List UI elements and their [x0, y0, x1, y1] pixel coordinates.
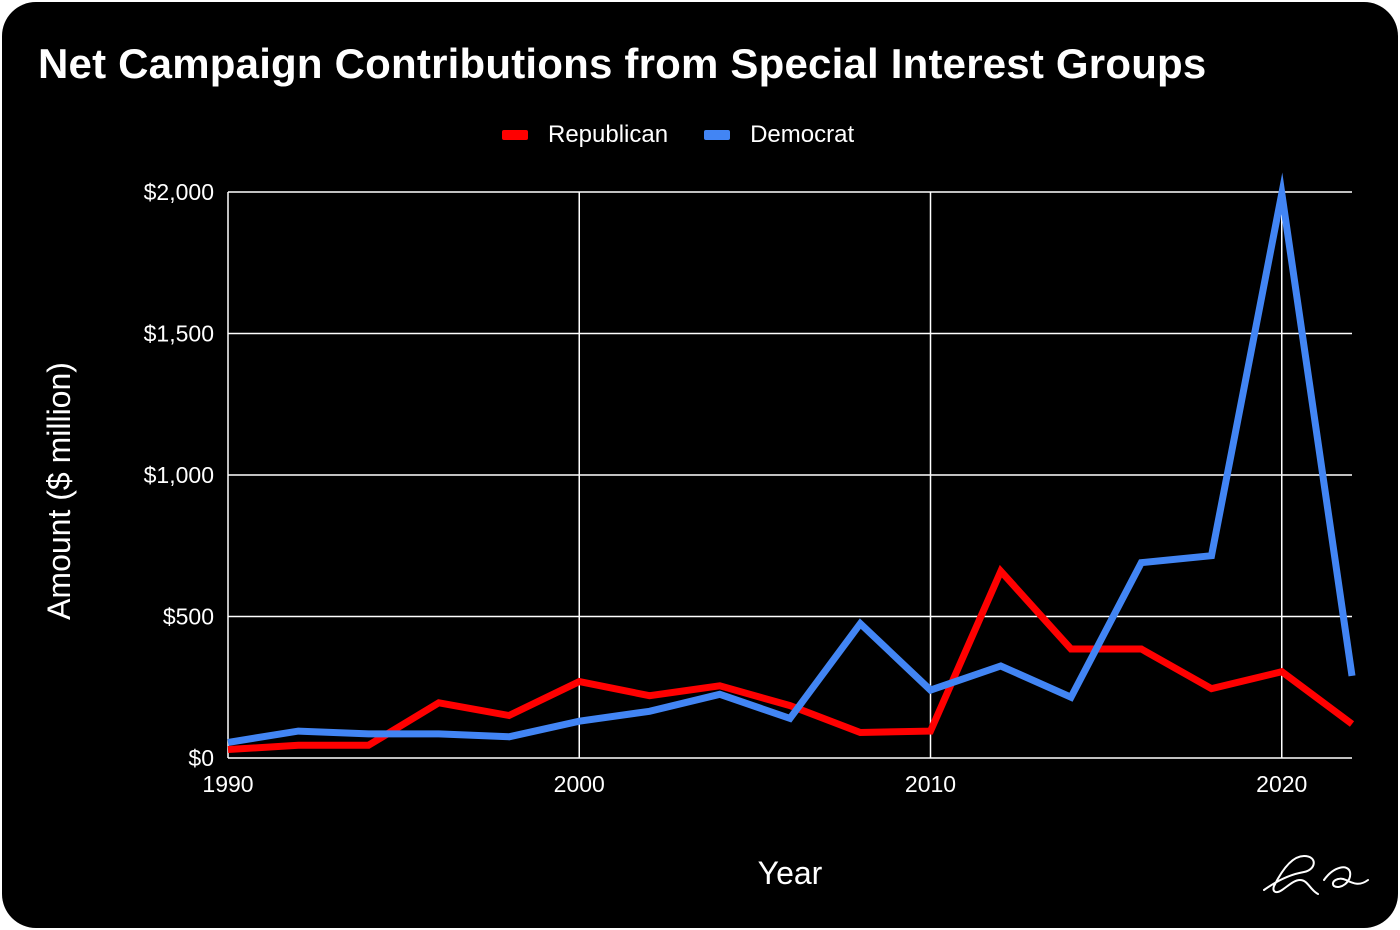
legend-label-republican: Republican	[548, 121, 669, 148]
legend-label-democrat: Democrat	[750, 121, 855, 148]
y-tick-label: $500	[163, 604, 214, 630]
x-axis-title: Year	[758, 855, 823, 891]
y-tick-label: $1,000	[144, 462, 214, 488]
chart-legend: Republican Democrat	[502, 120, 890, 150]
series-line-republican	[227, 564, 1355, 753]
x-tick-label: 1990	[202, 771, 253, 797]
x-tick-label: 2000	[554, 771, 605, 797]
chart-title: Net Campaign Contributions from Special …	[38, 40, 1207, 87]
y-axis-title: Amount ($ million)	[41, 362, 77, 620]
y-tick-label: $2,000	[144, 179, 214, 205]
x-tick-label: 2010	[905, 771, 956, 797]
y-tick-label: $1,500	[144, 321, 214, 347]
legend-item-republican: Republican	[502, 121, 668, 149]
x-tick-label: 2020	[1256, 771, 1307, 797]
series-line-democrat	[227, 172, 1356, 746]
legend-swatch-democrat	[704, 130, 731, 140]
signature-logo	[1263, 855, 1369, 895]
y-tick-label: $0	[188, 745, 214, 771]
legend-item-democrat: Democrat	[704, 121, 854, 149]
legend-swatch-republican	[502, 130, 528, 140]
